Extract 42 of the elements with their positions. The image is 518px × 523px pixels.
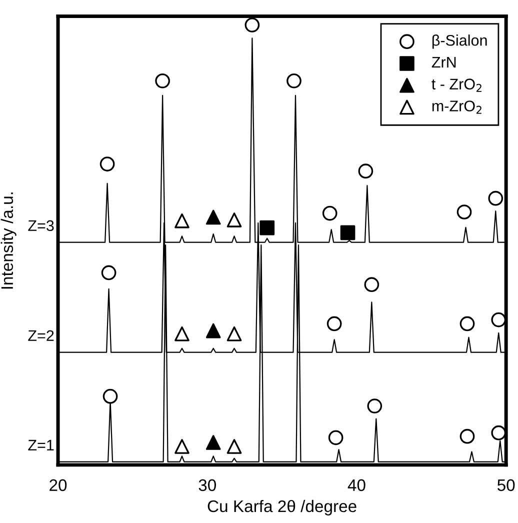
point [491, 312, 506, 328]
point [460, 316, 475, 332]
point [286, 73, 302, 88]
point [367, 398, 382, 414]
x-tick-label: 50 [497, 479, 515, 492]
point [488, 190, 504, 206]
point [226, 439, 242, 454]
x-tick-label: 40 [348, 479, 366, 492]
x-tick-label: 30 [198, 479, 216, 492]
point [460, 428, 475, 444]
point [101, 265, 116, 280]
point [155, 73, 170, 88]
point [340, 225, 356, 240]
point [326, 316, 342, 332]
point [102, 388, 118, 404]
point [226, 326, 242, 342]
point [100, 156, 115, 172]
y-axis-title: Intensity /a.u. [0, 192, 16, 289]
x-axis-title: Cu Karfa 2θ /degree [208, 500, 356, 516]
point [322, 206, 338, 221]
point [206, 323, 221, 338]
point [456, 204, 472, 220]
series-label: Z=1 [28, 440, 54, 450]
point [174, 326, 190, 342]
point [260, 220, 275, 236]
legend-label: β-Sialon [432, 34, 487, 49]
legend-label: ZrN [432, 56, 456, 68]
point [364, 277, 380, 292]
point [328, 430, 344, 446]
legend-label: m-ZrO$_{2}$ [432, 100, 482, 114]
series-label: Z=3 [28, 220, 54, 232]
point [174, 439, 190, 454]
point [226, 212, 242, 228]
x-tick-label: 20 [50, 479, 67, 492]
series-label: Z=2 [28, 330, 54, 341]
point [206, 435, 221, 450]
point [174, 213, 190, 228]
point [244, 18, 260, 32]
point [206, 210, 221, 225]
point [491, 425, 506, 440]
legend-label: t - ZrO$_{2}$ [432, 78, 482, 92]
point [358, 164, 374, 178]
